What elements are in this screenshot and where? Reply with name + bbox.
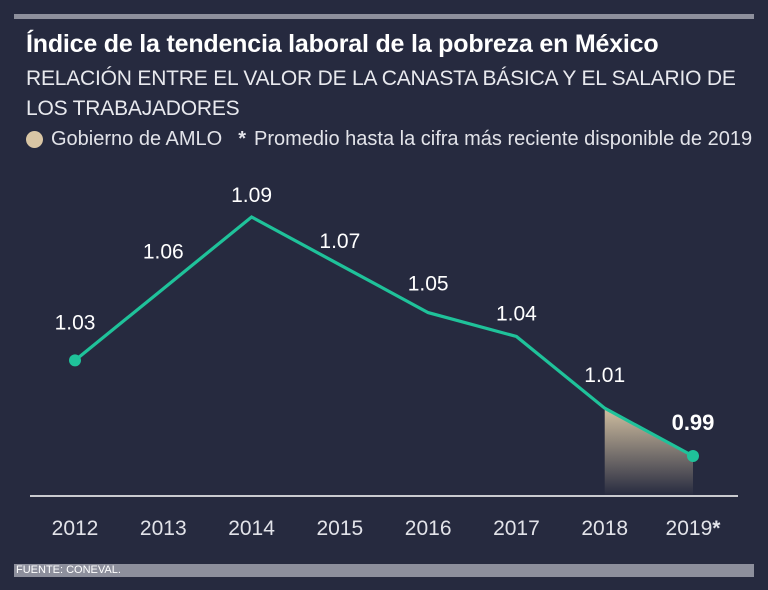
chart-title: Índice de la tendencia laboral de la pob…: [26, 30, 659, 58]
x-tick-2017: 2017: [493, 517, 540, 540]
note-marker: *: [238, 128, 247, 150]
value-label-2012: 1.03: [55, 311, 96, 334]
x-tick-note-marker: *: [712, 517, 721, 540]
x-tick-2015: 2015: [316, 517, 363, 540]
x-tick-2014: 2014: [228, 517, 275, 540]
x-tick-2018: 2018: [581, 517, 628, 540]
value-label-2016: 1.05: [408, 273, 449, 296]
series-line: [73, 215, 694, 458]
top-rule: [14, 14, 754, 19]
x-tick-2013: 2013: [140, 517, 187, 540]
source-note: FUENTE: CONEVAL.: [16, 564, 121, 576]
value-label-2017: 1.04: [496, 303, 537, 326]
amlo-legend-swatch: [26, 131, 43, 148]
x-tick-2012: 2012: [52, 517, 99, 540]
chart-subtitle: RELACIÓN ENTRE EL VALOR DE LA CANASTA BÁ…: [26, 67, 736, 120]
footer-bar: [14, 564, 754, 577]
value-label-2014: 1.09: [231, 184, 272, 207]
value-label-2015: 1.07: [319, 230, 360, 253]
x-tick-2016: 2016: [405, 517, 452, 540]
data-point-2012: [69, 354, 81, 367]
data-point-2019: [687, 450, 699, 462]
amlo-legend-label: Gobierno de AMLO: [51, 128, 223, 150]
value-label-2019: 0.99: [672, 410, 715, 435]
legend: Gobierno de AMLO * Promedio hasta la cif…: [26, 128, 752, 151]
value-label-2018: 1.01: [584, 364, 625, 387]
x-tick-2019: 2019*: [666, 517, 722, 540]
amlo-period-area: [604, 408, 693, 496]
note-text: Promedio hasta la cifra más reciente dis…: [254, 128, 753, 150]
value-label-2013: 1.06: [143, 241, 184, 264]
